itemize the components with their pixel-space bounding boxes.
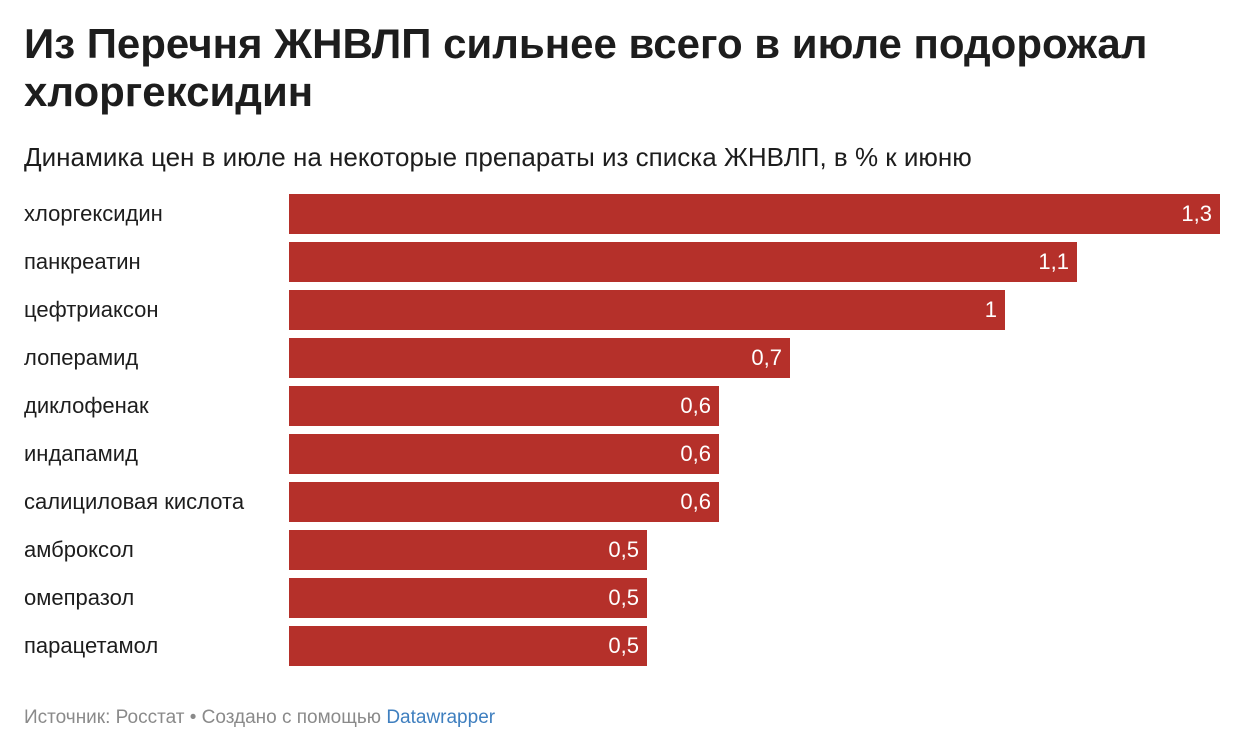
category-label: салициловая кислота [24, 489, 245, 514]
bar-row: цефтриаксон 1 [0, 290, 1244, 330]
bar: 0,7 [289, 338, 790, 378]
category-label: хлоргексидин [24, 201, 163, 226]
bar-value-label: 0,5 [608, 633, 639, 658]
bar-value-label: 0,7 [751, 345, 782, 370]
bar-row: панкреатин 1,1 [0, 242, 1244, 282]
chart-title: Из Перечня ЖНВЛП сильнее всего в июле по… [24, 20, 1148, 115]
bar-row: омепразол 0,5 [0, 578, 1244, 618]
category-label: парацетамол [24, 633, 159, 658]
bar: 1,3 [289, 194, 1220, 234]
bar-value-label: 1 [984, 297, 997, 322]
bar-value-label: 0,5 [608, 537, 639, 562]
bar-value-label: 1,1 [1038, 249, 1069, 274]
category-label: панкреатин [24, 249, 141, 274]
source-note: Источник: Росстат • Создано с помощью [24, 707, 387, 728]
bar-value-label: 0,6 [680, 393, 711, 418]
bar: 0,5 [289, 530, 647, 570]
category-label: цефтриаксон [24, 297, 159, 322]
bar: 0,5 [289, 626, 647, 666]
bar-value-label: 1,3 [1181, 201, 1212, 226]
bar-row: хлоргексидин 1,3 [0, 194, 1244, 234]
bar-row: индапамид 0,6 [0, 434, 1244, 474]
bar-row: парацетамол 0,5 [0, 626, 1244, 666]
bar-value-label: 0,6 [680, 441, 711, 466]
bar: 0,6 [289, 386, 719, 426]
bar-row: диклофенак 0,6 [0, 386, 1244, 426]
bar-row: амброксол 0,5 [0, 530, 1244, 570]
bar-value-label: 0,5 [608, 585, 639, 610]
chart-subtitle: Динамика цен в июле на некоторые препара… [24, 142, 972, 172]
category-label: лоперамид [24, 345, 139, 370]
datawrapper-link[interactable]: Datawrapper [386, 707, 496, 728]
category-label: диклофенак [24, 393, 149, 418]
bar: 1,1 [289, 242, 1077, 282]
category-label: амброксол [24, 537, 134, 562]
bar: 0,5 [289, 578, 647, 618]
bar: 0,6 [289, 434, 719, 474]
bar: 0,6 [289, 482, 719, 522]
category-label: индапамид [24, 441, 138, 466]
bar-value-label: 0,6 [680, 489, 711, 514]
bar-row: лоперамид 0,7 [0, 338, 1244, 378]
bar: 1 [289, 290, 1005, 330]
bar-row: салициловая кислота 0,6 [0, 482, 1244, 522]
category-label: омепразол [24, 585, 135, 610]
chart-footer: Источник: Росстат • Создано с помощью Da… [24, 704, 495, 732]
